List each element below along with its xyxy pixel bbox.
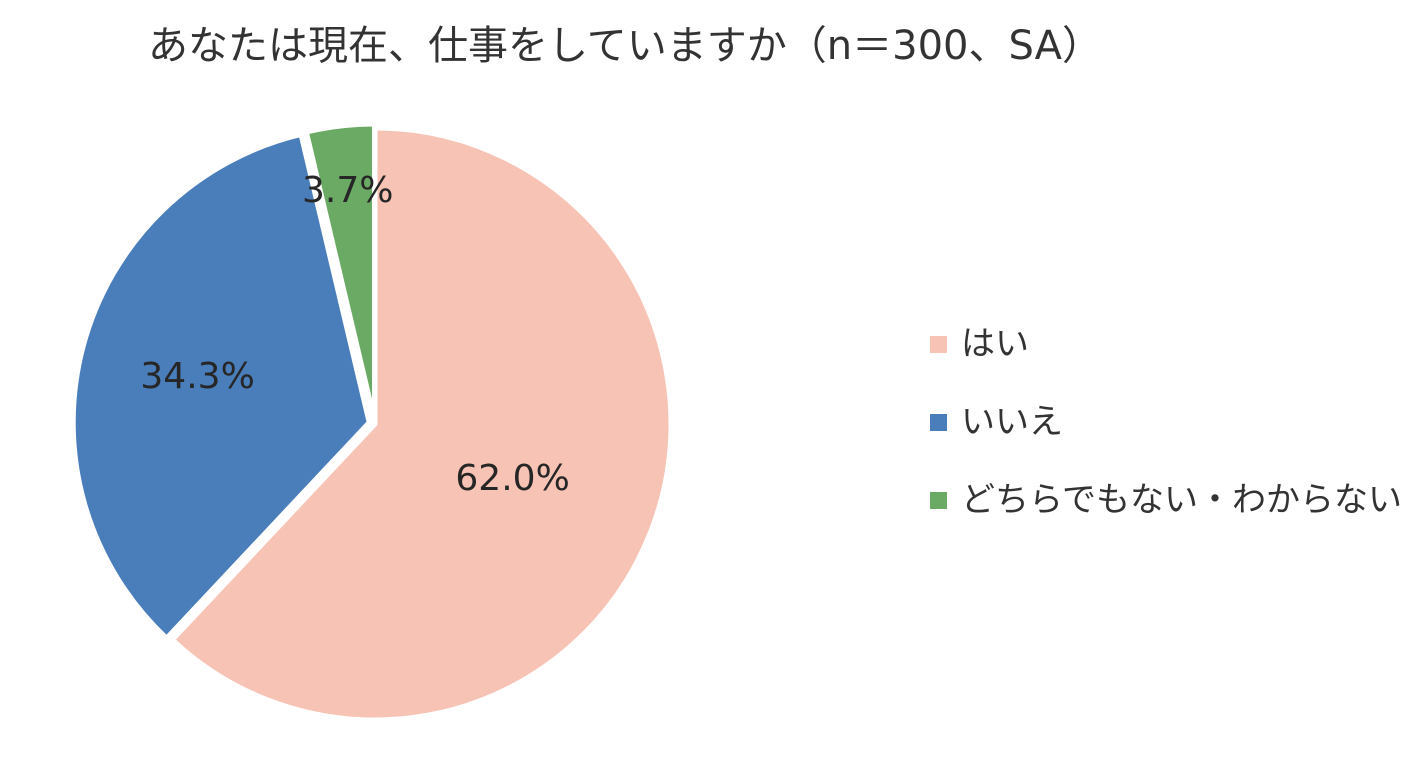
legend-item-neither: どちらでもない・わからない xyxy=(930,474,1402,526)
data-label-neither: 3.7% xyxy=(302,170,393,211)
chart-title: あなたは現在、仕事をしていますか（n＝300、SA） xyxy=(148,23,1102,69)
legend-swatch-yes xyxy=(930,335,947,353)
legend: はい いいえ どちらでもない・わからない xyxy=(930,318,1402,552)
legend-label-neither: どちらでもない・わからない xyxy=(961,480,1402,520)
legend-swatch-no xyxy=(930,413,947,431)
legend-item-no: いいえ xyxy=(930,396,1402,448)
legend-label-yes: はい xyxy=(961,324,1029,364)
legend-label-no: いいえ xyxy=(961,402,1063,442)
legend-item-yes: はい xyxy=(930,318,1402,370)
data-label-no: 34.3% xyxy=(140,356,254,397)
legend-swatch-neither xyxy=(930,491,947,509)
pie-slice-yes xyxy=(169,125,674,723)
data-label-yes: 62.0% xyxy=(455,458,569,499)
pie-slice-no xyxy=(70,131,372,641)
pie-slice-neither xyxy=(303,121,378,423)
